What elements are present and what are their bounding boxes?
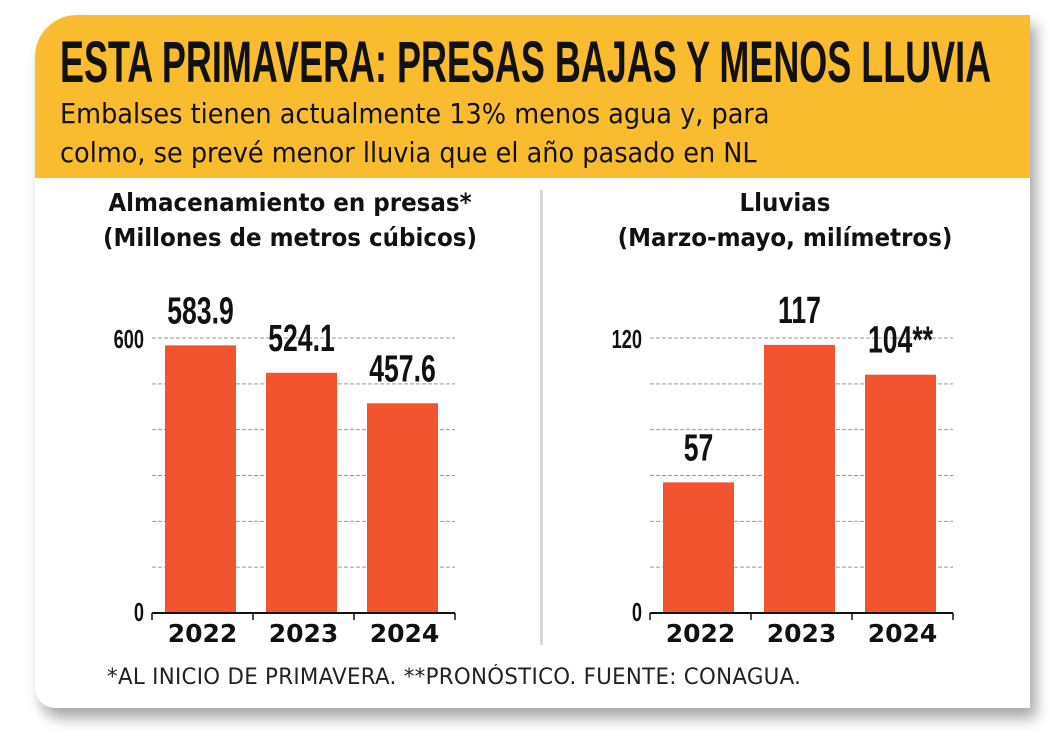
rain-y-tick-label: 0 — [632, 598, 642, 627]
storage-value-label: 524.1 — [268, 316, 335, 359]
storage-value-label: 583.9 — [167, 289, 234, 332]
storage-bar-2023 — [266, 372, 337, 613]
rain-x-tick-label: 2022 — [666, 619, 736, 648]
storage-value-label: 457.6 — [369, 347, 436, 390]
rain-bar-2023 — [764, 344, 835, 613]
rain-bar-2022 — [663, 482, 734, 613]
right-chart-title: Lluvias (Marzo-mayo, milímetros) — [564, 185, 1006, 255]
rain-value-label: 104** — [868, 318, 933, 361]
storage-y-tick-label: 0 — [134, 598, 144, 627]
footnote: *AL INICIO DE PRIMAVERA. **PRONÓSTICO. F… — [107, 665, 802, 690]
storage-bar-2024 — [367, 403, 438, 613]
left-chart-title-line: Almacenamiento en presas* — [108, 188, 472, 217]
chart-divider — [540, 190, 543, 645]
storage-y-tick-label: 600 — [114, 325, 144, 354]
storage-bar-2022 — [165, 345, 236, 613]
rain-value-label: 57 — [684, 426, 714, 469]
rain-y-tick-label: 120 — [612, 325, 642, 354]
left-chart-title: Almacenamiento en presas* (Millones de m… — [69, 185, 511, 255]
subheadline-line-1: Embalses tienen actualmente 13% menos ag… — [60, 98, 770, 130]
subheadline: Embalses tienen actualmente 13% menos ag… — [60, 95, 770, 173]
storage-x-tick-label: 2024 — [370, 619, 440, 648]
storage-x-tick-label: 2022 — [168, 619, 238, 648]
headline: ESTA PRIMAVERA: PRESAS BAJAS Y MENOS LLU… — [60, 30, 992, 95]
rain-x-tick-label: 2024 — [868, 619, 938, 648]
rain-x-tick-label: 2023 — [767, 619, 837, 648]
rain-bar-2024 — [865, 374, 936, 613]
right-chart-subtitle: (Marzo-mayo, milímetros) — [617, 223, 953, 252]
left-chart-subtitle: (Millones de metros cúbicos) — [102, 223, 477, 252]
right-chart-title-line: Lluvias — [739, 188, 831, 217]
rain-value-label: 117 — [778, 288, 821, 331]
header-banner: ESTA PRIMAVERA: PRESAS BAJAS Y MENOS LLU… — [35, 15, 1030, 178]
storage-x-tick-label: 2023 — [269, 619, 339, 648]
subheadline-line-2: colmo, se prevé menor lluvia que el año … — [60, 137, 757, 169]
